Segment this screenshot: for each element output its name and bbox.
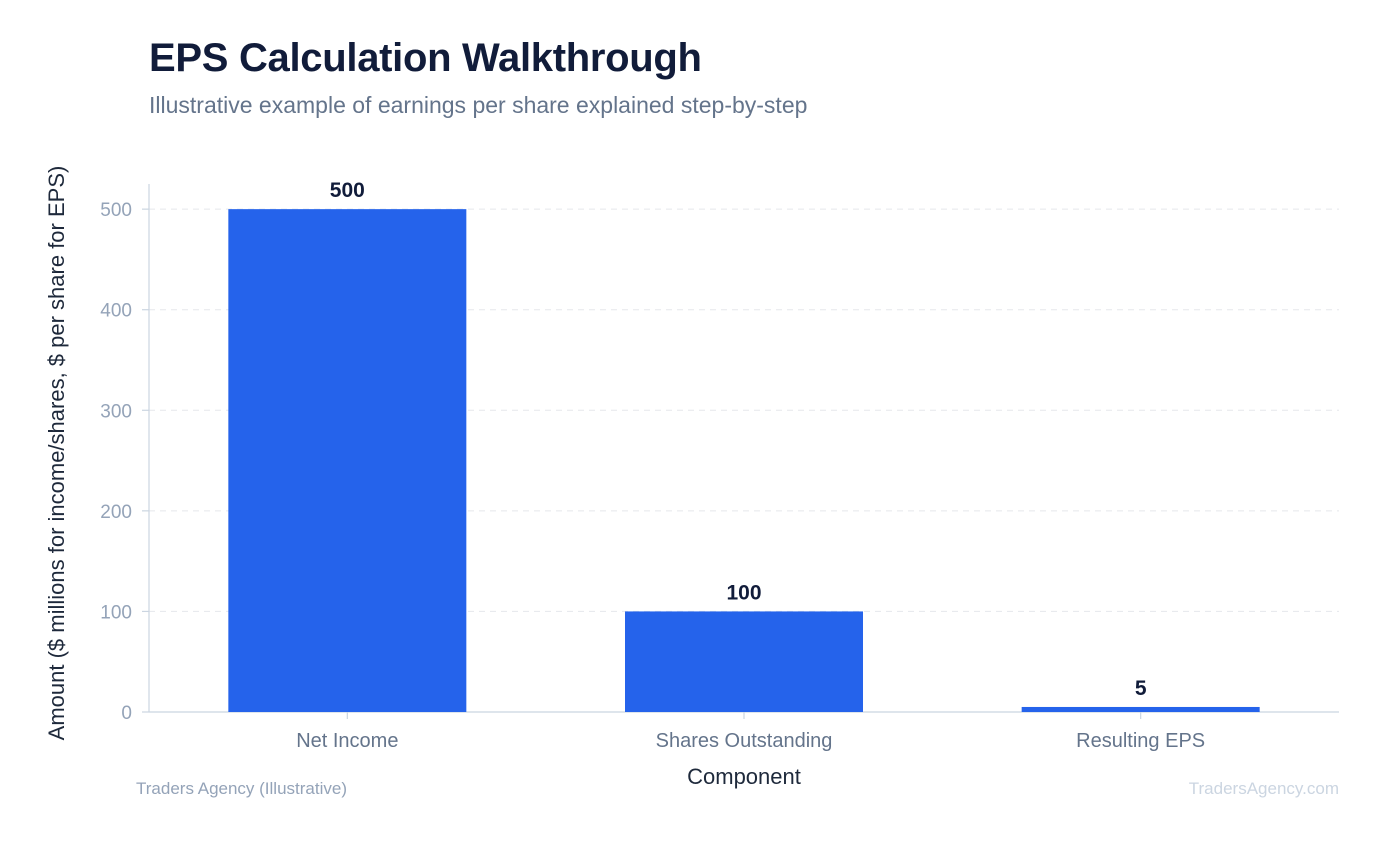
chart-title: EPS Calculation Walkthrough <box>149 36 702 80</box>
bars: 500 100 5 <box>228 179 1260 712</box>
x-ticks: Net Income Shares Outstanding Resulting EP… <box>296 712 1205 752</box>
data-label: 5 <box>1135 677 1147 700</box>
y-tick-label: 200 <box>100 502 132 523</box>
chart-subtitle: Illustrative example of earnings per sha… <box>149 92 808 118</box>
x-tick-label: Shares Outstanding <box>656 730 833 752</box>
data-label: 500 <box>330 179 365 202</box>
y-tick-label: 500 <box>100 200 132 221</box>
x-tick-label: Resulting EPS <box>1076 730 1205 752</box>
watermark-link[interactable]: TradersAgency.com <box>1188 779 1339 798</box>
bar-shares-outstanding <box>625 611 863 712</box>
source-note: Traders Agency (Illustrative) <box>136 779 347 798</box>
y-tick-label: 0 <box>121 703 132 724</box>
y-tick-label: 100 <box>100 602 132 623</box>
x-tick-label: Net Income <box>296 730 398 752</box>
y-tick-label: 400 <box>100 301 132 322</box>
x-axis-title: Component <box>687 764 801 789</box>
y-ticks: 0 100 200 300 400 500 <box>100 200 149 724</box>
y-axis-title: Amount ($ millions for income/shares, $ … <box>44 166 69 741</box>
bar-net-income <box>228 209 467 712</box>
y-tick-label: 300 <box>100 401 132 422</box>
data-label: 100 <box>726 581 761 604</box>
bar-resulting-eps <box>1021 706 1260 712</box>
